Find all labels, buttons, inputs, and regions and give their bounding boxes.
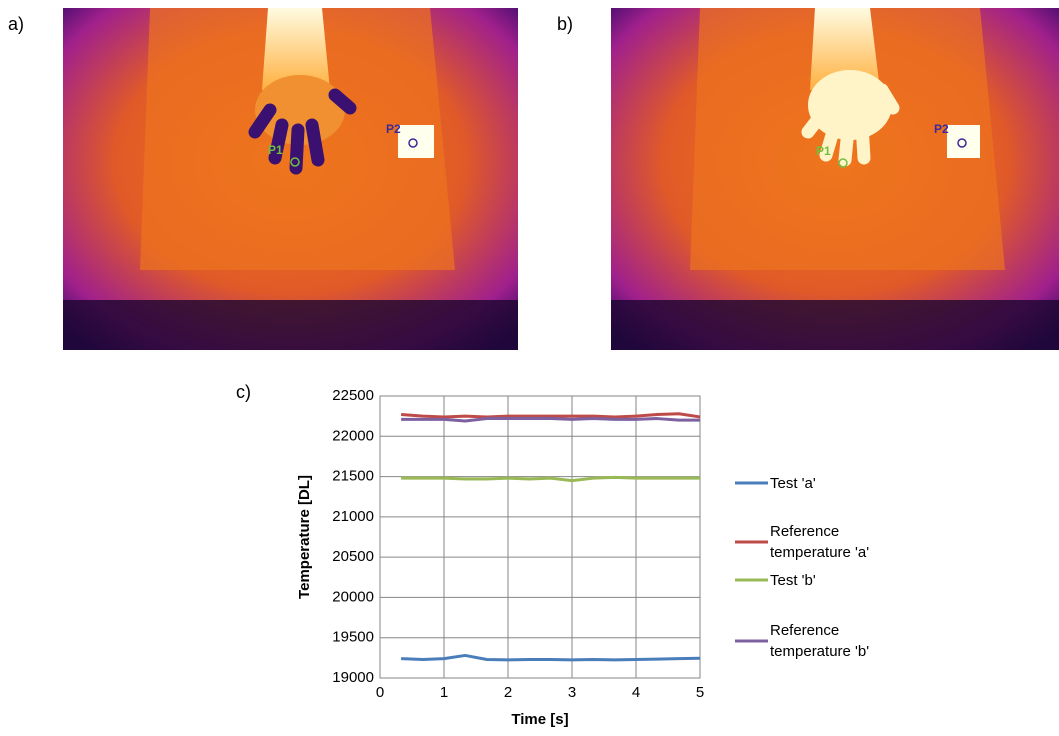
series-line (401, 477, 700, 480)
thermal-image-a: P1 P2 (63, 8, 518, 350)
panel-label: a) (8, 14, 24, 34)
panel-label: b) (557, 14, 573, 34)
series-line (401, 655, 700, 659)
y-tick-label: 22500 (332, 387, 374, 404)
legend-label: Reference temperature 'b' (770, 620, 920, 662)
thermal-image-b: P1 P2 (611, 8, 1059, 350)
x-tick-label: 1 (440, 684, 448, 701)
legend-label: Test 'b' (770, 570, 920, 591)
y-tick-label: 19000 (332, 669, 374, 686)
y-axis-title: Temperature [DL] (296, 475, 313, 599)
plot-frame (380, 396, 700, 678)
y-tick-label: 20500 (332, 548, 374, 565)
x-tick-label: 3 (568, 684, 576, 701)
figure: P1 P2 P1 P2 a) b) c) Time [s] Temperatur… (0, 0, 1059, 736)
series-line (401, 414, 700, 417)
marker-label: P2 (386, 122, 401, 136)
x-tick-label: 5 (696, 684, 704, 701)
x-tick-label: 2 (504, 684, 512, 701)
y-tick-label: 19500 (332, 629, 374, 646)
series-line (401, 419, 700, 421)
panel-label: c) (236, 382, 251, 402)
y-tick-label: 21000 (332, 508, 374, 525)
x-tick-label: 0 (376, 684, 384, 701)
y-tick-label: 20000 (332, 588, 374, 605)
marker-label: P1 (268, 143, 283, 157)
marker-label: P2 (934, 122, 949, 136)
y-tick-label: 21500 (332, 468, 374, 485)
marker-label: P1 (816, 144, 831, 158)
legend-label: Reference temperature 'a' (770, 521, 920, 563)
legend-label: Test 'a' (770, 473, 920, 494)
x-axis-title: Time [s] (511, 711, 568, 728)
y-tick-label: 22000 (332, 427, 374, 444)
x-tick-label: 4 (632, 684, 640, 701)
